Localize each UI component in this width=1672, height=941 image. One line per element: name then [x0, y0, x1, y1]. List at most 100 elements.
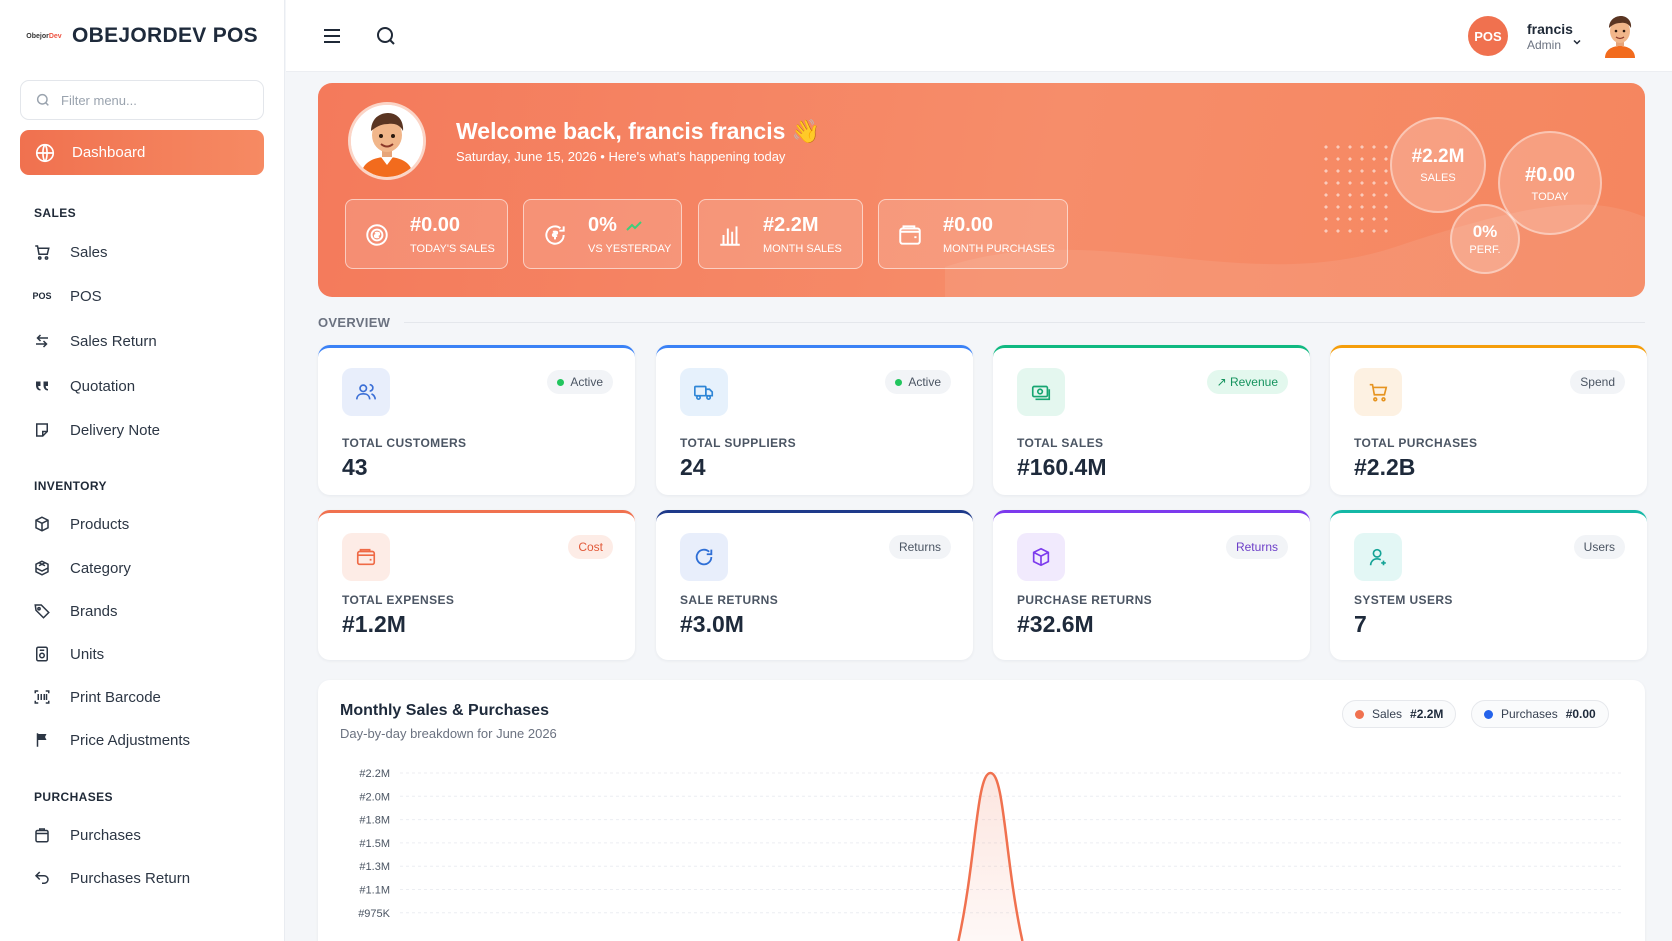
pos-badge[interactable]: POS — [1468, 16, 1508, 56]
user-name[interactable]: francis — [1527, 21, 1573, 37]
barcode-icon — [32, 687, 52, 707]
user-icon — [1354, 533, 1402, 581]
sidebar-item-pos[interactable]: POS POS — [32, 284, 102, 308]
legend-dot — [1484, 709, 1493, 719]
card-label: PURCHASE RETURNS — [1017, 593, 1153, 607]
hero-bubble-sales: #2.2M SALES — [1390, 117, 1486, 213]
hero-stat-label: MONTH SALES — [763, 243, 842, 255]
hero-dots-decoration — [1320, 141, 1390, 241]
quote-icon — [32, 376, 52, 396]
card-total-expenses[interactable]: Cost TOTAL EXPENSES #1.2M — [318, 510, 635, 660]
cart-icon — [1354, 368, 1402, 416]
hero-stat-value: #0.00 — [943, 214, 994, 236]
welcome-hero: Welcome back, francis francis 👋 Saturday… — [318, 83, 1645, 297]
chart-plot: #2.2M #2.0M #1.8M #1.5M #1.3M #1.1M #975K — [358, 768, 1623, 941]
box-icon — [1017, 533, 1065, 581]
logo-text-dark: Obejor — [26, 32, 49, 40]
chart-subtitle: Day-by-day breakdown for June 2026 — [340, 726, 557, 741]
menu-icon[interactable] — [320, 24, 344, 48]
cart-icon — [32, 242, 52, 262]
sidebar-item-sales[interactable]: Sales — [32, 240, 108, 264]
card-value: #160.4M — [1017, 454, 1107, 480]
bar-chart-icon — [720, 226, 740, 246]
card-purchase-returns[interactable]: Returns PURCHASE RETURNS #32.6M — [993, 510, 1310, 660]
sidebar-item-label: Print Barcode — [70, 688, 161, 706]
hero-stat-todays-sales: #0.00 TODAY'S SALES — [345, 199, 508, 269]
hero-stat-month-purchases: #0.00 MONTH PURCHASES — [878, 199, 1068, 269]
badge-text: Returns — [898, 540, 941, 554]
sales-area — [958, 773, 1023, 941]
cost-badge: Cost — [568, 535, 613, 559]
legend-purchases[interactable]: Purchases #0.00 — [1471, 700, 1609, 728]
section-sales-title: SALES — [34, 206, 77, 220]
card-total-customers[interactable]: Active TOTAL CUSTOMERS 43 — [318, 345, 635, 495]
hero-stat-vs-yesterday: 0% VS YESTERDAY — [523, 199, 682, 269]
sidebar-item-purchases-return[interactable]: Purchases Return — [32, 866, 190, 890]
sidebar-item-label: Dashboard — [72, 144, 146, 161]
card-total-purchases[interactable]: Spend TOTAL PURCHASES #2.2B — [1330, 345, 1647, 495]
hero-avatar — [348, 102, 426, 180]
hero-bubble-today: #0.00 TODAY — [1498, 131, 1602, 235]
card-system-users[interactable]: Users SYSTEM USERS 7 — [1330, 510, 1647, 660]
avatar[interactable] — [1601, 14, 1639, 58]
card-value: 43 — [342, 454, 368, 480]
card-label: TOTAL EXPENSES — [342, 593, 455, 607]
card-value: #32.6M — [1017, 611, 1094, 637]
refresh-icon — [680, 533, 728, 581]
sidebar-item-label: Price Adjustments — [70, 731, 191, 749]
cash-icon — [1017, 368, 1065, 416]
revenue-badge: ↗ Revenue — [1206, 370, 1288, 394]
search-icon — [36, 93, 49, 106]
sidebar-item-label: Sales — [70, 243, 108, 261]
return-arrow-icon — [32, 331, 52, 351]
filter-menu-input[interactable] — [61, 92, 241, 108]
card-label: TOTAL SALES — [1017, 436, 1104, 450]
sidebar-item-label: Sales Return — [70, 332, 157, 350]
hero-bubble-perf: 0% PERF. — [1450, 204, 1520, 274]
sales-line[interactable] — [957, 771, 1024, 941]
sidebar-item-price-adjustments[interactable]: Price Adjustments — [32, 728, 190, 752]
monthly-chart-card: Monthly Sales & Purchases Day-by-day bre… — [318, 680, 1645, 941]
truck-icon — [680, 368, 728, 416]
sidebar-item-units[interactable]: Units — [32, 642, 104, 666]
trend-up-icon — [626, 221, 642, 231]
card-total-sales[interactable]: ↗ Revenue TOTAL SALES #160.4M — [993, 345, 1310, 495]
badge-text: Cost — [578, 540, 603, 554]
sidebar-item-label: POS — [70, 287, 102, 305]
sidebar-item-label: Units — [70, 645, 105, 663]
refresh-coin-icon — [545, 225, 565, 245]
status-dot — [557, 378, 565, 386]
chevron-down-icon[interactable] — [1571, 36, 1583, 48]
sidebar-item-products[interactable]: Products — [32, 512, 129, 536]
card-label: TOTAL CUSTOMERS — [342, 436, 467, 450]
badge-text: Active — [908, 375, 941, 389]
users-icon — [342, 368, 390, 416]
box-icon — [32, 514, 52, 534]
y-tick-label: #1.5M — [359, 838, 390, 850]
sidebar-item-purchases[interactable]: Purchases — [32, 823, 141, 847]
sidebar-item-dashboard[interactable]: Dashboard — [20, 130, 264, 175]
section-purchases-title: PURCHASES — [34, 790, 113, 804]
card-label: TOTAL SUPPLIERS — [680, 436, 797, 450]
search-icon[interactable] — [374, 24, 398, 48]
y-tick-label: #1.1M — [359, 885, 390, 897]
sidebar-item-delivery-note[interactable]: Delivery Note — [32, 418, 160, 442]
card-label: SALE RETURNS — [680, 593, 779, 607]
card-total-suppliers[interactable]: Active TOTAL SUPPLIERS 24 — [656, 345, 973, 495]
sidebar-item-sales-return[interactable]: Sales Return — [32, 329, 157, 353]
spend-badge: Spend — [1570, 370, 1625, 394]
card-sale-returns[interactable]: Returns SALE RETURNS #3.0M — [656, 510, 973, 660]
sidebar-item-quotation[interactable]: Quotation — [32, 374, 135, 398]
note-icon — [32, 420, 52, 440]
bag-icon — [32, 825, 52, 845]
unit-icon — [32, 644, 52, 664]
sidebar-item-label: Quotation — [70, 377, 136, 395]
sidebar-item-brands[interactable]: Brands — [32, 599, 118, 623]
sidebar-item-print-barcode[interactable]: Print Barcode — [32, 685, 161, 709]
legend-sales[interactable]: Sales #2.2M — [1342, 700, 1457, 728]
badge-text: Spend — [1580, 375, 1615, 389]
brand[interactable]: Obejor Dev OBEJORDEV POS — [26, 24, 258, 48]
filter-menu[interactable] — [20, 80, 264, 120]
sidebar-item-category[interactable]: Category — [32, 556, 131, 580]
bubble-label: PERF. — [1469, 244, 1501, 256]
